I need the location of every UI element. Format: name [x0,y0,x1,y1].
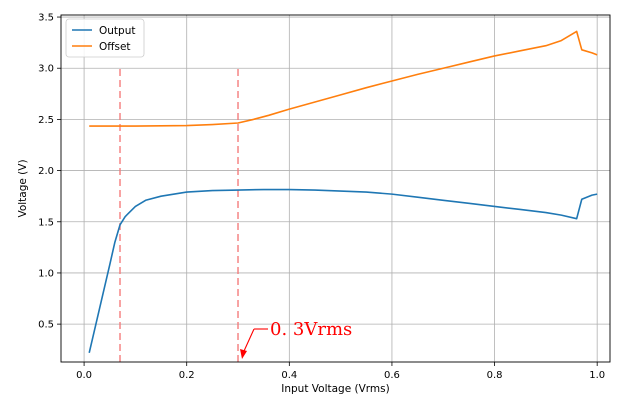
x-tick-label: 0.6 [384,370,400,381]
legend-label-output: Output [99,25,135,37]
y-tick-label: 1.5 [38,217,54,228]
y-tick-label: 0.5 [38,320,54,331]
grid-lines [61,15,610,362]
plot-frame [60,14,611,363]
axis-ticks: 0.0 0.2 0.4 0.6 0.8 1.0 0.5 1.0 1.5 2.0 2.5 3.0 3.5 [38,13,605,381]
annotation-text: 0. 3Vrms [270,319,352,340]
series-line-offset [89,30,598,127]
x-tick-label: 0.0 [76,370,92,381]
annotation: 0. 3Vrms [240,319,352,359]
series-lines [88,30,598,353]
annotation-arrow-shaft [243,328,255,352]
y-tick-label: 3.5 [38,13,54,24]
y-tick-label: 3.0 [38,64,54,75]
legend-label-offset: Offset [99,41,131,53]
legend-box [65,18,145,58]
x-tick-label: 0.8 [487,370,503,381]
y-tick-label: 1.0 [38,268,54,279]
x-tick-label: 0.2 [179,370,195,381]
y-tick-label: 2.0 [38,166,54,177]
annotation-arrow-head [240,349,248,359]
x-tick-label: 0.4 [281,370,297,381]
series-line-output [88,188,598,353]
reference-lines [119,68,239,362]
x-axis-label: Input Voltage (Vrms) [281,383,389,395]
legend: Output Offset [65,18,145,58]
y-axis-label: Voltage (V) [17,159,29,217]
x-tick-label: 1.0 [589,370,605,381]
y-tick-label: 2.5 [38,115,54,126]
